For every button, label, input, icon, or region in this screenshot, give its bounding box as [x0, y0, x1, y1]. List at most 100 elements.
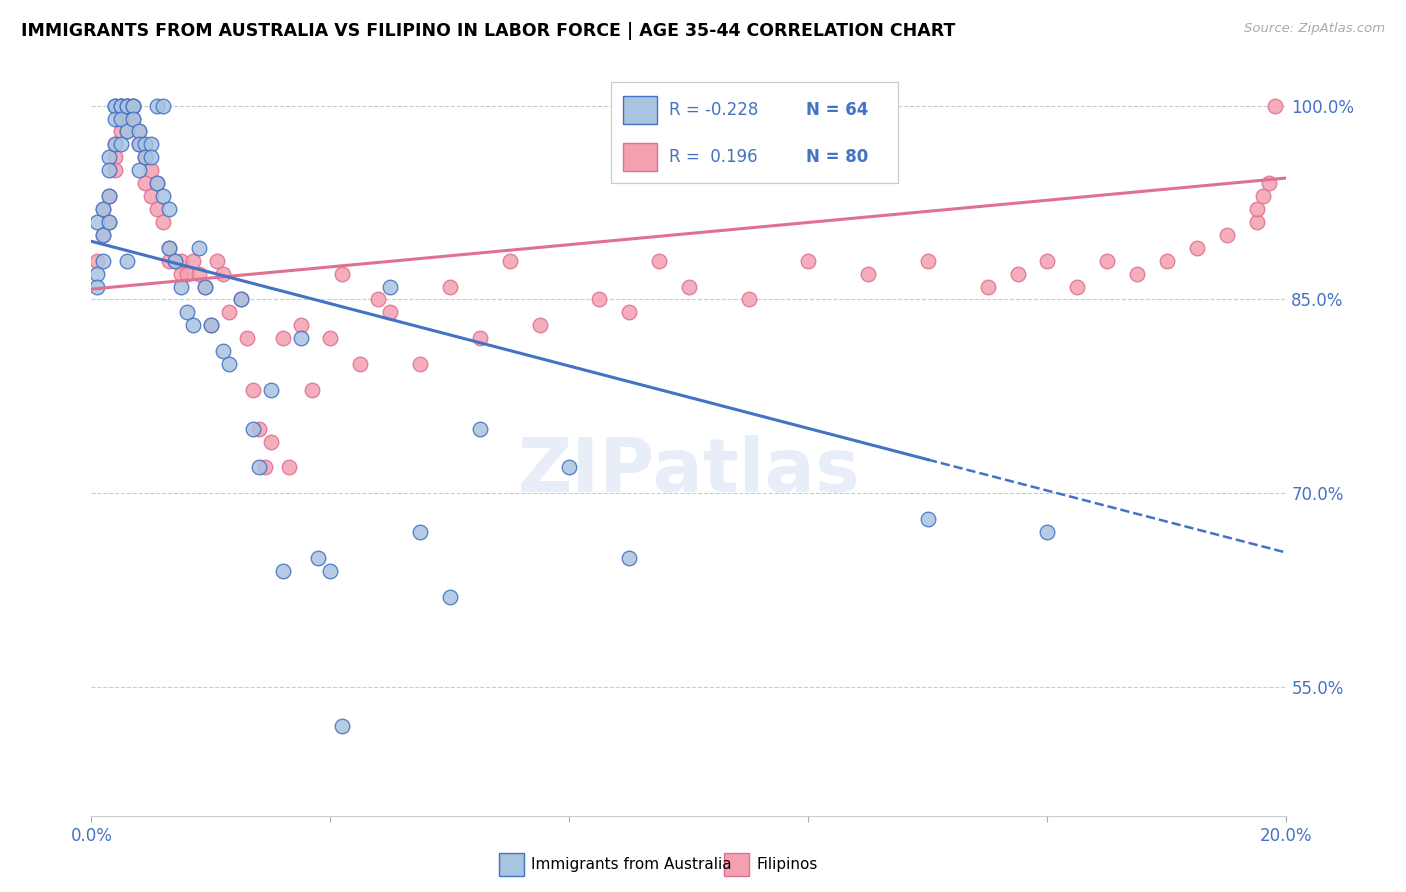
- Point: [1185, 241, 1208, 255]
- Point: [558, 460, 581, 475]
- Point: [86, 279, 108, 293]
- Point: [619, 305, 641, 319]
- Point: [529, 318, 551, 333]
- Point: [211, 344, 233, 359]
- Point: [86, 267, 108, 281]
- Point: [332, 719, 354, 733]
- Point: [858, 267, 880, 281]
- Point: [115, 98, 138, 112]
- Point: [1246, 202, 1268, 216]
- Point: [200, 318, 222, 333]
- Text: Source: ZipAtlas.com: Source: ZipAtlas.com: [1244, 22, 1385, 36]
- Point: [253, 460, 276, 475]
- Point: [163, 253, 186, 268]
- Point: [86, 215, 108, 229]
- Point: [141, 189, 163, 203]
- Point: [301, 383, 323, 397]
- Point: [1097, 253, 1119, 268]
- Point: [93, 253, 115, 268]
- Point: [128, 137, 150, 152]
- Point: [128, 163, 150, 178]
- Point: [307, 550, 329, 565]
- Point: [242, 383, 264, 397]
- Point: [1264, 98, 1286, 112]
- Point: [678, 279, 700, 293]
- Point: [170, 267, 193, 281]
- Point: [205, 253, 228, 268]
- Point: [157, 241, 180, 255]
- Point: [976, 279, 998, 293]
- Point: [367, 293, 389, 307]
- Point: [1126, 267, 1149, 281]
- Point: [170, 253, 193, 268]
- Point: [229, 293, 252, 307]
- Point: [104, 98, 127, 112]
- Point: [122, 98, 145, 112]
- Point: [188, 267, 211, 281]
- Point: [141, 137, 163, 152]
- Point: [152, 215, 174, 229]
- Point: [229, 293, 252, 307]
- Point: [181, 318, 204, 333]
- Point: [122, 112, 145, 126]
- Point: [319, 564, 342, 578]
- Point: [319, 331, 342, 345]
- Point: [115, 124, 138, 138]
- Point: [290, 331, 312, 345]
- Point: [110, 137, 132, 152]
- Point: [93, 227, 115, 242]
- Text: Immigrants from Australia: Immigrants from Australia: [531, 857, 733, 871]
- Point: [146, 98, 169, 112]
- Point: [128, 124, 150, 138]
- Point: [146, 176, 169, 190]
- Point: [93, 202, 115, 216]
- Text: Filipinos: Filipinos: [756, 857, 818, 871]
- Point: [157, 253, 180, 268]
- Point: [1036, 524, 1059, 539]
- Point: [176, 305, 198, 319]
- Point: [141, 150, 163, 164]
- Point: [122, 112, 145, 126]
- Point: [134, 150, 156, 164]
- Text: IMMIGRANTS FROM AUSTRALIA VS FILIPINO IN LABOR FORCE | AGE 35-44 CORRELATION CHA: IMMIGRANTS FROM AUSTRALIA VS FILIPINO IN…: [21, 22, 956, 40]
- Point: [1066, 279, 1088, 293]
- Point: [98, 150, 121, 164]
- Point: [211, 267, 233, 281]
- Point: [380, 279, 402, 293]
- Point: [290, 318, 312, 333]
- Point: [797, 253, 820, 268]
- Point: [98, 189, 121, 203]
- Point: [468, 331, 491, 345]
- Point: [619, 550, 641, 565]
- Point: [157, 241, 180, 255]
- Point: [499, 253, 522, 268]
- Point: [86, 253, 108, 268]
- Point: [104, 112, 127, 126]
- Point: [1156, 253, 1178, 268]
- Point: [157, 202, 180, 216]
- Point: [188, 241, 211, 255]
- Point: [170, 279, 193, 293]
- Point: [110, 98, 132, 112]
- Point: [110, 98, 132, 112]
- Point: [588, 293, 610, 307]
- Point: [134, 176, 156, 190]
- Point: [194, 279, 217, 293]
- Point: [737, 293, 759, 307]
- Point: [259, 383, 281, 397]
- Point: [134, 137, 156, 152]
- Point: [98, 189, 121, 203]
- Point: [1251, 189, 1274, 203]
- Point: [439, 279, 461, 293]
- Point: [163, 253, 186, 268]
- Point: [122, 98, 145, 112]
- Point: [128, 124, 150, 138]
- Point: [917, 512, 939, 526]
- Point: [98, 215, 121, 229]
- Point: [115, 253, 138, 268]
- Point: [104, 98, 127, 112]
- Point: [134, 150, 156, 164]
- Point: [271, 564, 294, 578]
- Point: [409, 524, 432, 539]
- Point: [152, 98, 174, 112]
